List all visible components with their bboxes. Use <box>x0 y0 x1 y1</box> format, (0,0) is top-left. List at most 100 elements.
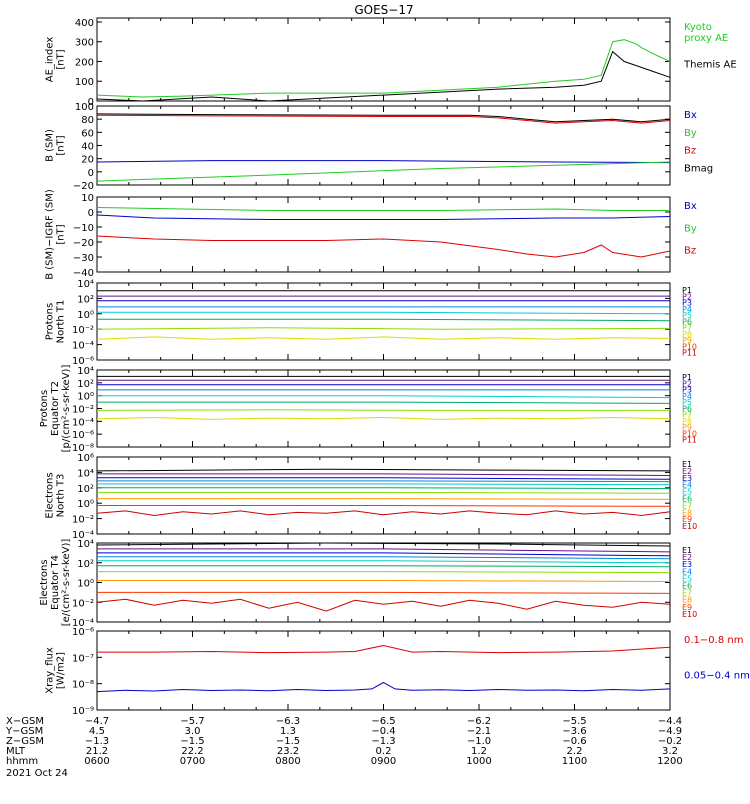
xaxis-tick-value: 0700 <box>180 756 205 767</box>
ytick-label-xray: 10⁻⁹ <box>72 706 94 717</box>
xaxis-tick-value: −1.3 <box>85 736 109 747</box>
ylabel-bsm: B (SM) <box>45 129 56 162</box>
ytick-label-bsm: 60 <box>81 128 94 139</box>
ylabel-bsm: [nT] <box>56 135 67 155</box>
ytick-label-pe: 10⁴ <box>77 366 94 377</box>
legend-pn: P8 <box>682 330 692 339</box>
series-line-bsm <box>96 161 671 182</box>
ytick-label-en: 10² <box>77 484 94 495</box>
legend-pn: P3 <box>682 299 692 308</box>
panel-frame-bigrf <box>96 196 671 273</box>
legend-en: E10 <box>682 522 697 531</box>
series-line-ee <box>97 548 671 553</box>
xaxis-row-label: Z−GSM <box>6 736 44 747</box>
ylabel-en: North T3 <box>56 474 67 518</box>
legend-en: E1 <box>682 460 692 469</box>
ytick-label-en: 10⁰ <box>77 499 94 510</box>
ytick-label-bsm: 80 <box>81 115 94 126</box>
xaxis-tick-value: −3.6 <box>562 726 586 737</box>
xaxis-date: 2021 Oct 24 <box>6 768 68 779</box>
series-line-ee <box>97 552 671 557</box>
legend-en: E6 <box>682 495 692 504</box>
ytick-label-bigrf: −30 <box>73 253 94 264</box>
xaxis-tick-value: 1.3 <box>280 726 296 737</box>
xaxis-tick-value: 0600 <box>84 756 109 767</box>
xaxis-tick-value: −1.5 <box>276 736 300 747</box>
xaxis-tick-value: −1.3 <box>371 736 395 747</box>
legend-ee: E4 <box>682 567 692 576</box>
ytick-label-pn: 10⁻⁶ <box>72 356 94 367</box>
series-line-pn <box>96 327 671 330</box>
legend-bsm: Bmag <box>684 163 713 174</box>
legend-en: E5 <box>682 488 692 497</box>
ytick-label-bigrf: −20 <box>73 238 94 249</box>
legend-ee: E1 <box>682 546 692 555</box>
legend-en: E3 <box>682 474 692 483</box>
xaxis-tick-value: 4.5 <box>89 726 105 737</box>
series-line-pe <box>96 409 670 411</box>
legend-pn: P1 <box>682 286 692 295</box>
legend-bsm: Bz <box>684 146 696 157</box>
legend-xray: 0.1−0.8 nm <box>684 635 743 646</box>
series-line-pe <box>97 401 671 404</box>
series-line-ee <box>97 591 671 594</box>
xaxis-tick-value: −2.1 <box>467 726 491 737</box>
legend-ee: E7 <box>682 589 692 598</box>
legend-en: E2 <box>682 467 692 476</box>
xaxis-tick-value: −0.4 <box>371 726 395 737</box>
ylabel-pn: North T1 <box>56 300 67 344</box>
legend-pe: P11 <box>682 436 697 445</box>
legend-ee: E10 <box>682 610 697 619</box>
ylabel-pn: Protons <box>45 303 56 340</box>
legend-pn: P4 <box>682 305 692 314</box>
series-line-en <box>96 468 671 472</box>
ytick-label-pe: 10⁻⁸ <box>72 443 94 454</box>
xaxis-tick-value: −4.4 <box>658 716 682 727</box>
ytick-label-ae: 200 <box>75 57 94 68</box>
legend-pn: P6 <box>682 317 692 326</box>
ytick-label-ee: 10² <box>77 559 94 570</box>
ytick-label-bsm: 100 <box>75 102 94 113</box>
ylabel-ae: [nT] <box>56 49 67 69</box>
series-line-pn <box>96 336 671 340</box>
series-line-en <box>97 480 671 483</box>
xaxis-tick-value: −0.2 <box>658 736 682 747</box>
series-line-bsm <box>96 160 671 164</box>
series-line-pe <box>97 395 671 399</box>
xaxis-tick-value: −1.5 <box>180 736 204 747</box>
ytick-label-pe: 10⁻⁴ <box>72 417 94 428</box>
legend-en: E7 <box>682 501 692 510</box>
legend-pe: P3 <box>682 386 692 395</box>
ytick-label-bsm: 0 <box>88 168 94 179</box>
panel-frame-xray <box>96 630 671 711</box>
legend-ee: E2 <box>682 553 692 562</box>
legend-en: E8 <box>682 508 692 517</box>
ylabel-ae: AE_index <box>45 37 56 83</box>
xaxis-tick-value: 1200 <box>657 756 682 767</box>
xaxis-row-label: hhmm <box>6 756 38 767</box>
legend-pe: P6 <box>682 404 692 413</box>
xaxis-tick-value: −5.5 <box>562 716 586 727</box>
legend-pe: P10 <box>682 429 697 438</box>
series-line-ee <box>97 556 671 560</box>
ylabel-ee: Equator T4 <box>50 555 61 610</box>
panel-frame-ae <box>96 17 671 102</box>
ytick-label-pe: 10⁰ <box>77 392 94 403</box>
legend-bigrf: By <box>684 223 697 234</box>
xaxis-tick-value: 1100 <box>562 756 587 767</box>
legend-pn: P7 <box>682 324 692 333</box>
ytick-label-bigrf: −10 <box>73 223 94 234</box>
series-line-ee <box>97 565 671 568</box>
xaxis-tick-value: −0.6 <box>562 736 586 747</box>
ytick-label-bigrf: −40 <box>73 268 94 279</box>
legend-pn: P11 <box>682 349 697 358</box>
legend-pn: P2 <box>682 292 692 301</box>
ylabel-pe: Protons <box>39 390 50 427</box>
ytick-label-en: 10⁻² <box>72 515 94 526</box>
series-line-ae <box>96 39 671 98</box>
panel-frame-en <box>96 456 671 535</box>
legend-bigrf: Bz <box>684 246 696 257</box>
legend-pe: P7 <box>682 411 692 420</box>
panel-frame-pe <box>96 369 671 448</box>
